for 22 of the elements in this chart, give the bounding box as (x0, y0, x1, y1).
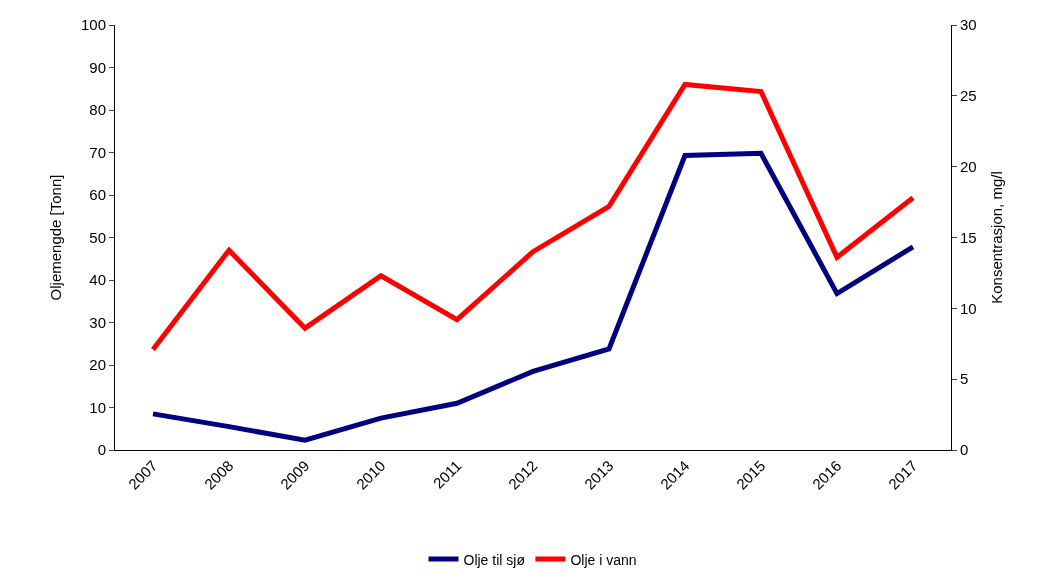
y-tick-label: 30 (89, 313, 106, 331)
y-tick-label: 40 (89, 271, 106, 289)
y-tick-label: 60 (89, 186, 106, 204)
y2-tick-label: 30 (960, 16, 977, 34)
y-tick-label: 80 (89, 101, 106, 119)
legend-label: Olje i vann (570, 551, 637, 568)
y2-tick-label: 15 (960, 228, 977, 246)
legend-label: Olje til sjø (463, 551, 526, 568)
y-tick-label: 0 (97, 441, 106, 459)
y-tick-label: 70 (89, 143, 106, 161)
y2-tick-label: 0 (960, 441, 969, 459)
y-tick-label: 20 (89, 356, 106, 374)
y2-tick-label: 20 (960, 157, 977, 175)
y-tick-label: 50 (89, 228, 106, 246)
y2-tick-label: 10 (960, 299, 977, 317)
y-tick-label: 100 (80, 16, 106, 34)
y2-tick-label: 25 (960, 87, 977, 105)
y-tick-label: 90 (89, 58, 106, 76)
y2-tick-label: 5 (960, 370, 969, 388)
y-axis-title: Oljemengde [Tonn] (47, 174, 65, 301)
y-tick-label: 10 (89, 398, 106, 416)
y2-axis-title: Konsentrasjon, mg/l (987, 171, 1005, 304)
